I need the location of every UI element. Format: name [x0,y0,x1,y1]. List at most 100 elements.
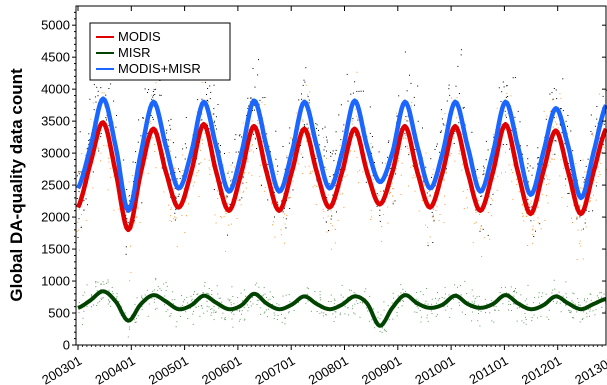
scatter-point [445,309,447,311]
scatter-point [241,310,243,312]
scatter-point [243,190,245,192]
scatter-point [443,179,445,181]
scatter-point [457,65,459,67]
scatter-point [215,116,217,118]
scatter-point [179,171,181,173]
scatter-point [198,305,200,307]
scatter-point [249,100,251,102]
scatter-point [227,234,228,236]
scatter-point [537,222,539,224]
scatter-point [251,145,253,147]
scatter-point [480,228,482,230]
scatter-point [208,306,210,308]
scatter-point [172,291,174,293]
scatter-point [281,321,283,323]
scatter-point [315,204,317,206]
scatter-point [245,182,247,183]
scatter-point [241,313,242,315]
scatter-point [111,291,113,293]
scatter-point [406,145,408,147]
scatter-point [544,220,546,221]
scatter-point [439,131,441,133]
scatter-point [463,208,465,209]
scatter-point [240,204,242,206]
scatter-point [548,318,550,320]
scatter-point [78,249,80,251]
scatter-point [506,92,508,94]
scatter-point [436,206,438,208]
scatter-point [298,302,299,304]
scatter-point [328,301,330,302]
scatter-point [256,148,258,149]
x-tick-label: 200301 [39,353,84,385]
scatter-point [170,128,172,130]
scatter-point [373,308,374,310]
scatter-point [381,331,383,333]
scatter-point [426,288,428,289]
scatter-point [549,93,551,95]
scatter-point [241,178,243,180]
scatter-point [242,122,244,124]
scatter-point [580,160,582,161]
scatter-point [383,190,384,192]
scatter-point [493,136,495,138]
scatter-point [429,194,431,196]
scatter-point [316,311,318,312]
scatter-point [548,179,550,181]
scatter-point [318,134,320,136]
scatter-point [324,166,326,168]
scatter-point [533,219,535,221]
scatter-point [487,234,489,236]
scatter-point [242,182,244,184]
scatter-point [307,288,309,290]
series-line-modis-misr [75,96,607,213]
scatter-point [450,308,452,310]
scatter-point [103,283,105,285]
scatter-point [352,305,354,307]
scatter-point [514,290,516,292]
scatter-point [228,152,230,153]
scatter-point [227,203,229,205]
scatter-point [457,286,458,288]
scatter-point [325,314,327,316]
scatter-point [456,117,458,119]
scatter-point [330,151,331,153]
scatter-point [358,90,360,92]
scatter-point [326,157,327,159]
scatter-point [193,293,194,295]
scatter-point [218,307,220,309]
scatter-point [256,299,258,301]
scatter-point [402,288,404,290]
scatter-point [146,289,148,291]
scatter-point [357,119,359,121]
scatter-point [137,141,139,143]
scatter-point [199,315,201,317]
scatter-point [184,158,186,160]
scatter-point [564,143,566,145]
scatter-point [200,119,202,121]
scatter-point [553,88,555,89]
scatter-point [383,214,385,215]
scatter-point [128,181,130,183]
y-tick-label: 0 [63,338,70,353]
scatter-point [483,237,485,239]
scatter-point [480,310,482,312]
scatter-point [522,153,524,155]
scatter-point [242,176,244,178]
scatter-point [247,107,249,109]
scatter-point [339,186,341,188]
scatter-point [231,171,233,173]
scatter-point [431,176,432,178]
scatter-point [116,115,117,116]
scatter-point [259,99,261,101]
scatter-point [429,236,431,238]
scatter-point [352,92,354,94]
scatter-point [382,327,383,329]
scatter-point [259,307,261,309]
scatter-point [266,133,268,135]
scatter-point [347,307,349,309]
scatter-point [254,137,256,139]
scatter-point [372,175,374,177]
scatter-point [437,299,439,301]
scatter-point [329,176,331,177]
